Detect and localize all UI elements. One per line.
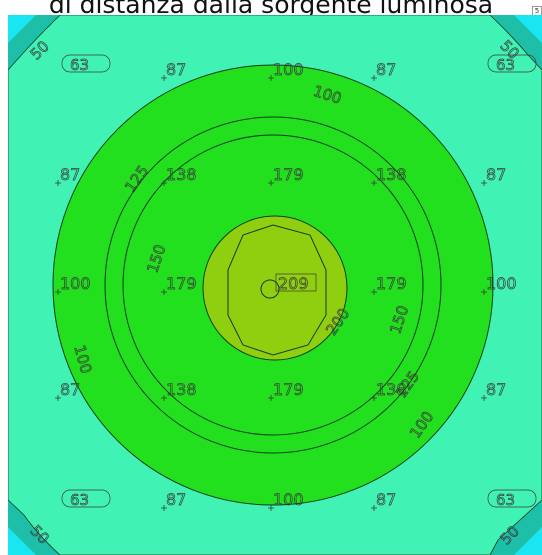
plus-marker-icon bbox=[161, 180, 167, 186]
grid-value-r3c4: 179 bbox=[376, 274, 407, 293]
contour-label-63-tr: 63 bbox=[496, 56, 515, 74]
grid-value-r5c2: 100 bbox=[273, 490, 304, 509]
plus-marker-icon bbox=[55, 180, 61, 186]
contour-label-63-br: 63 bbox=[496, 491, 515, 509]
plus-marker-icon bbox=[268, 180, 274, 186]
plus-marker-icon bbox=[371, 505, 377, 511]
grid-value-r4c4: 138 bbox=[376, 380, 407, 399]
source-point-icon bbox=[260, 279, 280, 299]
plus-marker-icon bbox=[161, 395, 167, 401]
contour-150 bbox=[122, 134, 424, 436]
grid-value-r4c2: 138 bbox=[166, 380, 197, 399]
grid-value-r1c2: 100 bbox=[273, 60, 304, 79]
center-zone-200 bbox=[202, 215, 348, 361]
grid-value-r2c4: 138 bbox=[376, 165, 407, 184]
grid-value-r1c3: 87 bbox=[376, 60, 396, 79]
plus-marker-icon bbox=[161, 289, 167, 295]
grid-value-r4c5: 87 bbox=[486, 380, 506, 399]
grid-value-group: 87 100 87 87 138 179 138 87 100 179 209 … bbox=[60, 60, 517, 510]
corner-zone-bottom-left bbox=[8, 527, 36, 555]
contour-label-63-tl: 63 bbox=[70, 56, 89, 74]
grid-value-r3c1: 100 bbox=[60, 274, 91, 293]
contour-125 bbox=[104, 116, 442, 454]
diagram-title: di distanza dalla sorgente luminosa bbox=[48, 0, 494, 19]
plus-marker-icon bbox=[481, 289, 487, 295]
plus-marker-icon bbox=[161, 505, 167, 511]
grid-value-r5c3: 87 bbox=[376, 490, 396, 509]
plus-marker-icon bbox=[481, 180, 487, 186]
corner-zone-top-left bbox=[8, 15, 36, 43]
plus-marker-icon bbox=[268, 395, 274, 401]
plus-marker-icon bbox=[371, 289, 377, 295]
plus-marker-icon bbox=[371, 395, 377, 401]
plus-marker-icon bbox=[55, 289, 61, 295]
corner-zone-bottom-right bbox=[514, 527, 542, 555]
plus-marker-icon bbox=[268, 505, 274, 511]
grid-value-r2c5: 87 bbox=[486, 165, 506, 184]
plus-marker-icon bbox=[371, 180, 377, 186]
grid-value-r4c3: 179 bbox=[273, 380, 304, 399]
isolux-contour-plot: 50 50 50 50 63 63 63 63 100 100 100 150 … bbox=[8, 15, 542, 555]
plus-marker-icon bbox=[481, 395, 487, 401]
contour-209 bbox=[227, 224, 327, 356]
plus-marker-icon bbox=[55, 395, 61, 401]
grid-value-r1c1: 87 bbox=[166, 60, 186, 79]
plus-marker-icon bbox=[268, 75, 274, 81]
grid-value-r4c1: 87 bbox=[60, 380, 80, 399]
grid-value-r3c3: 209 bbox=[278, 274, 309, 293]
grid-value-r2c2: 138 bbox=[166, 165, 197, 184]
grid-value-r5c1: 87 bbox=[166, 490, 186, 509]
measurement-markers bbox=[55, 75, 487, 511]
plus-marker-icon bbox=[161, 75, 167, 81]
grid-value-r3c2: 179 bbox=[166, 274, 197, 293]
grid-value-r2c3: 179 bbox=[273, 165, 304, 184]
grid-value-r2c1: 87 bbox=[60, 165, 80, 184]
center-value-box bbox=[275, 273, 317, 292]
corner-zone-top-right bbox=[514, 15, 542, 43]
grid-value-r3c5: 100 bbox=[486, 274, 517, 293]
plus-marker-icon bbox=[371, 75, 377, 81]
contour-label-63-bl: 63 bbox=[70, 491, 89, 509]
